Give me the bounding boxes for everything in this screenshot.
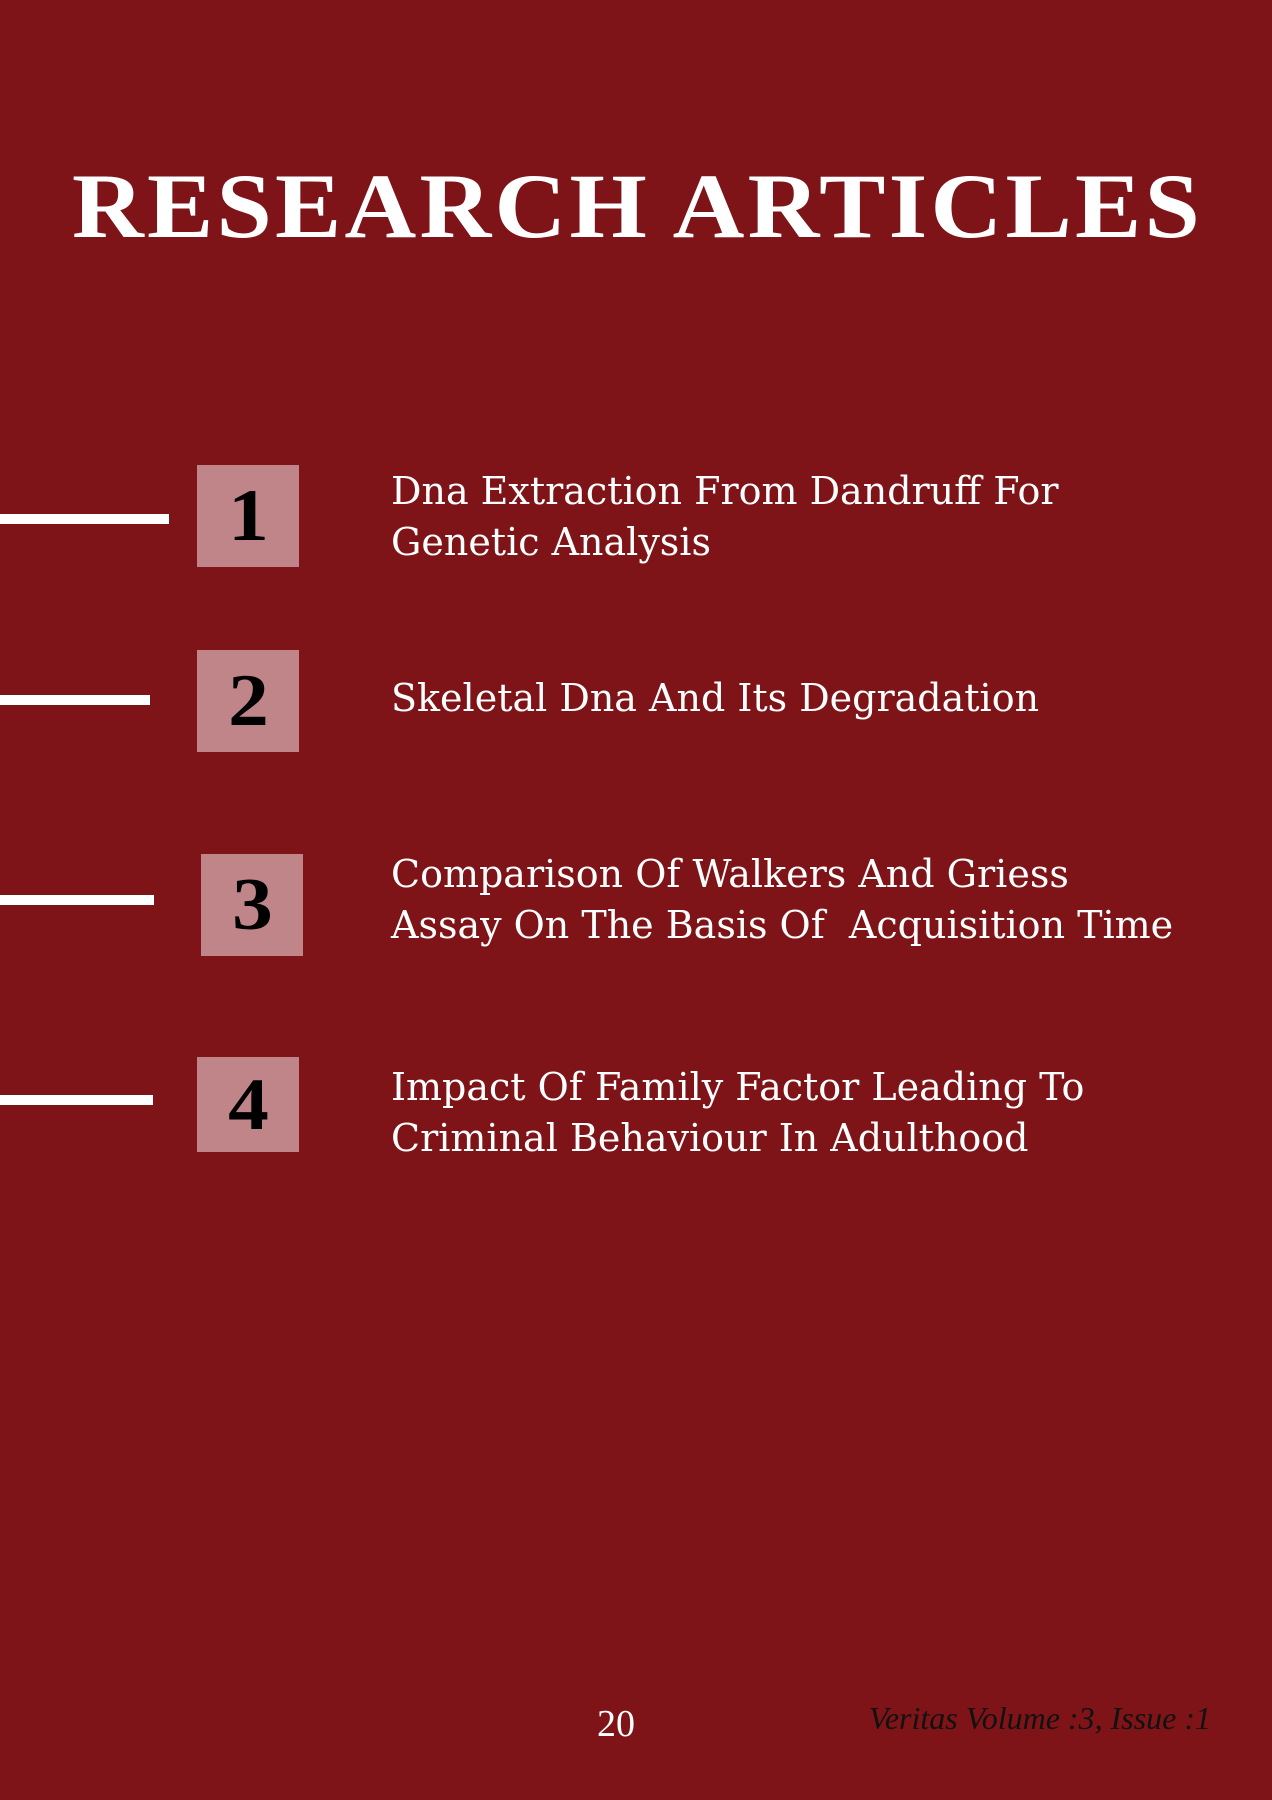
article-4-number: 4 bbox=[227, 1063, 269, 1146]
article-3-title[interactable]: Comparison Of Walkers And Griess Assay O… bbox=[391, 852, 1174, 947]
article-1-rule bbox=[0, 514, 169, 524]
article-3-number-box: 3 bbox=[201, 854, 303, 956]
page-number: 20 bbox=[597, 1703, 635, 1745]
article-3-number: 3 bbox=[231, 864, 273, 946]
journal-issue: Veritas Volume :3, Issue :1 bbox=[868, 1700, 1211, 1736]
article-3-rule bbox=[0, 895, 154, 905]
article-4-number-box: 4 bbox=[197, 1057, 299, 1152]
article-4-rule bbox=[0, 1095, 153, 1105]
article-1-title[interactable]: Dna Extraction From Dandruff For Genetic… bbox=[391, 469, 1059, 564]
article-1-number: 1 bbox=[227, 475, 269, 557]
page-title: RESEARCH ARTICLES bbox=[72, 155, 1204, 257]
article-4-title[interactable]: Impact Of Family Factor Leading To Crimi… bbox=[391, 1065, 1085, 1160]
article-1-number-box: 1 bbox=[197, 465, 299, 567]
article-2-title[interactable]: Skeletal Dna And Its Degradation bbox=[391, 676, 1040, 720]
article-2-number: 2 bbox=[227, 660, 269, 742]
article-2-rule bbox=[0, 695, 150, 705]
article-2-number-box: 2 bbox=[197, 650, 299, 752]
